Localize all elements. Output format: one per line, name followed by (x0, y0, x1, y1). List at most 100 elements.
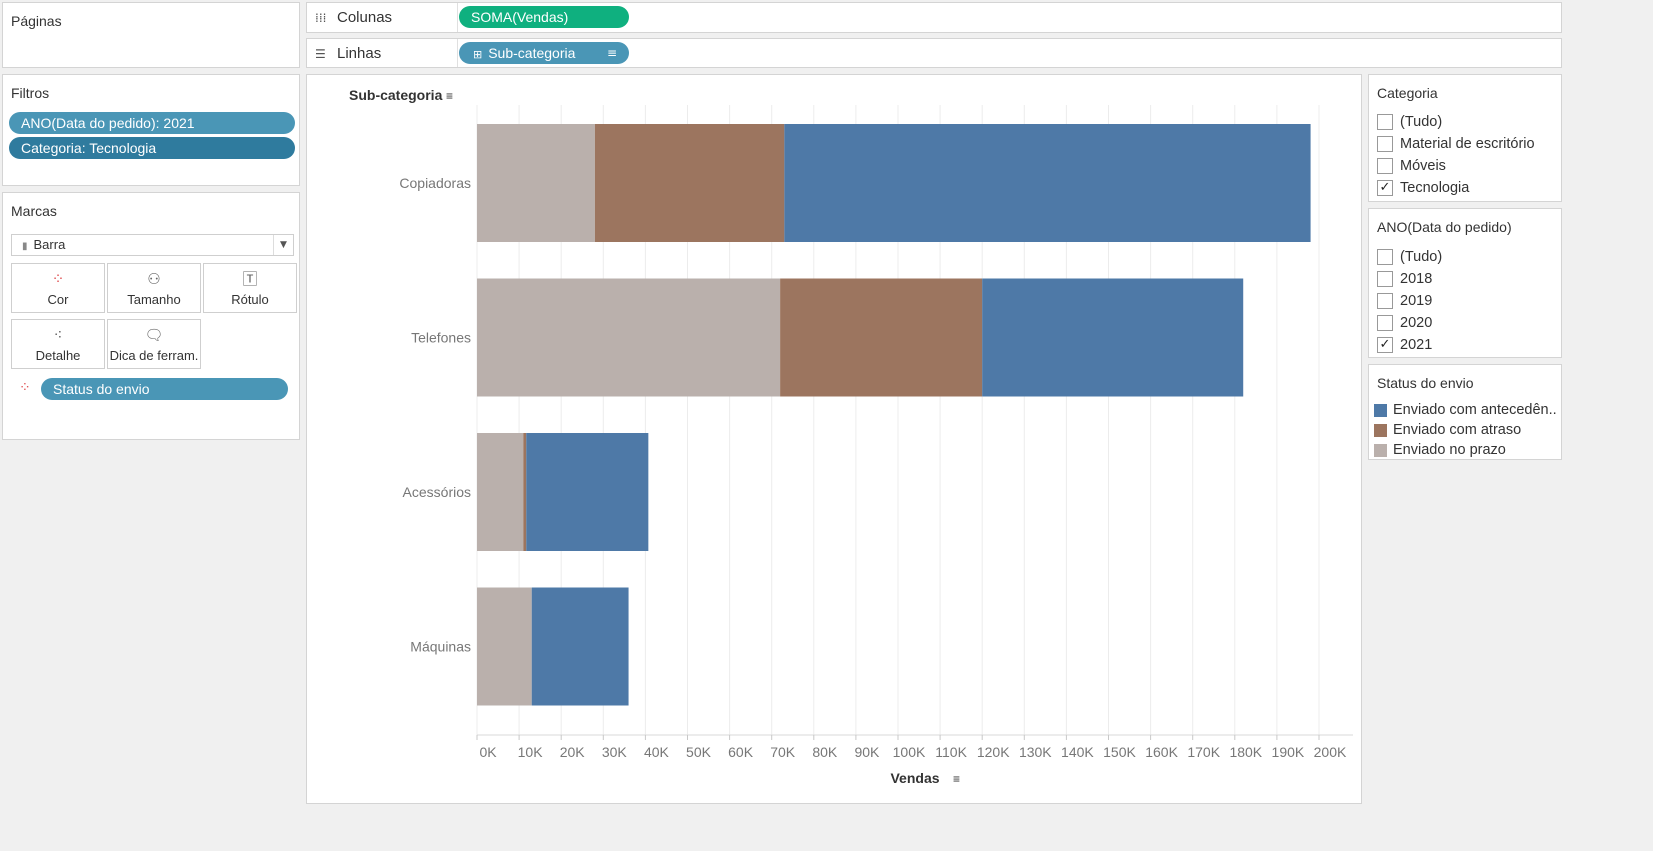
mark-type-dropdown[interactable]: ▮ Barra ▼ (11, 234, 294, 256)
x-tick-label: 0K (479, 744, 497, 760)
checkbox-checked[interactable]: ✓ (1377, 337, 1393, 353)
checkbox-checked[interactable]: ✓ (1377, 180, 1393, 196)
rows-shelf[interactable]: ☰ Linhas ⊞ Sub-categoria ≡ (306, 38, 1562, 68)
category-option-technology[interactable]: ✓ Tecnologia (1377, 178, 1469, 198)
pages-card[interactable]: Páginas (2, 2, 300, 68)
tooltip-icon: 🗨 (144, 326, 164, 344)
x-axis-title: Vendas (890, 770, 939, 786)
detail-button-label: Detalhe (35, 348, 81, 363)
bar-segment[interactable] (477, 278, 781, 397)
shelf-divider (457, 39, 458, 67)
detail-icon: ⁖ (53, 326, 63, 344)
x-tick-label: 70K (770, 744, 796, 760)
size-icon: ⚇ (147, 270, 161, 288)
bar-segment[interactable] (477, 587, 532, 706)
x-tick-label: 200K (1314, 744, 1347, 760)
bar-chart[interactable]: Sub-categoria ≡ Copiadoras Telefones Acess… (307, 75, 1361, 803)
bar-segment[interactable] (477, 124, 595, 242)
category-option-all[interactable]: (Tudo) (1377, 112, 1442, 132)
chevron-down-icon[interactable]: ▼ (273, 235, 293, 255)
checkbox[interactable] (1377, 293, 1393, 309)
x-tick-label: 80K (812, 744, 838, 760)
columns-pill[interactable]: SOMA(Vendas) (459, 6, 629, 28)
x-tick-label: 150K (1103, 744, 1136, 760)
tooltip-button[interactable]: 🗨 Dica de ferram. (107, 319, 201, 369)
checkbox[interactable] (1377, 271, 1393, 287)
year-option-2019[interactable]: 2019 (1377, 291, 1432, 311)
bar-segment[interactable] (526, 433, 649, 551)
shelf-divider (457, 3, 458, 32)
option-label: (Tudo) (1400, 114, 1443, 130)
filter-pill-year[interactable]: ANO(Data do pedido): 2021 (9, 112, 295, 134)
checkbox[interactable] (1377, 315, 1393, 331)
category-label: Telefones (411, 330, 471, 346)
year-option-all[interactable]: (Tudo) (1377, 247, 1442, 267)
x-tick-label: 120K (977, 744, 1010, 760)
bar-chart-icon: ▮ (22, 241, 28, 252)
category-option-office[interactable]: Material de escritório (1377, 134, 1535, 154)
marks-card[interactable]: Marcas ▮ Barra ▼ ⁘ Cor ⚇ Tamanho 🅃 Rótulo ⁖ D… (2, 192, 300, 440)
legend-item-early[interactable]: Enviado com antecedên.. (1374, 400, 1564, 420)
legend-item-ontime[interactable]: Enviado no prazo (1374, 440, 1564, 460)
color-button[interactable]: ⁘ Cor (11, 263, 105, 313)
rows-label-text: Linhas (337, 45, 382, 62)
legend-label: Enviado com antecedên.. (1393, 402, 1557, 418)
columns-icon: ⁞⁞⁞ (315, 10, 327, 25)
label-button-label: Rótulo (231, 292, 269, 307)
checkbox[interactable] (1377, 136, 1393, 152)
row-sort-icon[interactable]: ≡ (446, 89, 453, 103)
checkbox[interactable] (1377, 158, 1393, 174)
x-tick-label: 130K (1019, 744, 1052, 760)
rows-pill[interactable]: ⊞ Sub-categoria ≡ (459, 42, 629, 64)
year-option-2020[interactable]: 2020 (1377, 313, 1432, 333)
columns-label-text: Colunas (337, 9, 393, 26)
category-filter-title: Categoria (1377, 85, 1438, 101)
x-tick-label: 170K (1187, 744, 1220, 760)
rows-shelf-label: ☰ Linhas (315, 45, 381, 62)
columns-shelf[interactable]: ⁞⁞⁞ Colunas SOMA(Vendas) (306, 2, 1562, 33)
label-button[interactable]: 🅃 Rótulo (203, 263, 297, 313)
x-tick-label: 90K (854, 744, 880, 760)
bar-segment[interactable] (784, 124, 1311, 242)
filters-card[interactable]: Filtros ANO(Data do pedido): 2021 Catego… (2, 74, 300, 186)
year-filter-card[interactable]: ANO(Data do pedido) (Tudo) 2018 2019 202… (1368, 208, 1562, 358)
category-option-furniture[interactable]: Móveis (1377, 156, 1446, 176)
legend-swatch (1374, 423, 1387, 437)
detail-button[interactable]: ⁖ Detalhe (11, 319, 105, 369)
category-filter-card[interactable]: Categoria (Tudo) Material de escritório … (1368, 74, 1562, 202)
bar-segment[interactable] (523, 433, 527, 551)
checkbox[interactable] (1377, 114, 1393, 130)
chart-panel[interactable]: Sub-categoria ≡ Copiadoras Telefones Acess… (306, 74, 1362, 804)
sort-icon[interactable]: ≡ (606, 46, 617, 60)
x-tick-label: 110K (935, 744, 967, 760)
bar-segment[interactable] (531, 587, 629, 706)
expand-icon[interactable]: ⊞ (473, 48, 483, 61)
x-tick-label: 10K (518, 744, 544, 760)
size-button-label: Tamanho (127, 292, 181, 307)
bar-segment[interactable] (982, 278, 1244, 397)
bar-segment[interactable] (477, 433, 524, 551)
checkbox[interactable] (1377, 249, 1393, 265)
year-option-2018[interactable]: 2018 (1377, 269, 1432, 289)
pages-title: Páginas (11, 13, 62, 29)
x-tick-label: 140K (1061, 744, 1094, 760)
x-tick-label: 50K (686, 744, 712, 760)
bar-segment[interactable] (780, 278, 983, 397)
columns-shelf-label: ⁞⁞⁞ Colunas (315, 9, 392, 26)
color-encoding-pill[interactable]: Status do envio (41, 378, 288, 400)
x-tick-label: 100K (893, 744, 926, 760)
bars[interactable] (477, 124, 1311, 706)
x-sort-icon[interactable]: ≡ (953, 772, 960, 786)
marks-title: Marcas (11, 203, 57, 219)
color-encoding-icon: ⁘ (19, 380, 31, 396)
x-tick-label: 180K (1229, 744, 1262, 760)
size-button[interactable]: ⚇ Tamanho (107, 263, 201, 313)
color-button-label: Cor (47, 292, 69, 307)
year-option-2021[interactable]: ✓ 2021 (1377, 335, 1432, 355)
bar-segment[interactable] (594, 124, 785, 242)
category-labels: Copiadoras Telefones Acessórios Máquinas (399, 175, 471, 655)
legend-item-late[interactable]: Enviado com atraso (1374, 420, 1564, 440)
filter-pill-category[interactable]: Categoria: Tecnologia (9, 137, 295, 159)
text-label-icon: 🅃 (242, 270, 258, 288)
legend-card[interactable]: Status do envio Enviado com antecedên.. … (1368, 364, 1562, 460)
